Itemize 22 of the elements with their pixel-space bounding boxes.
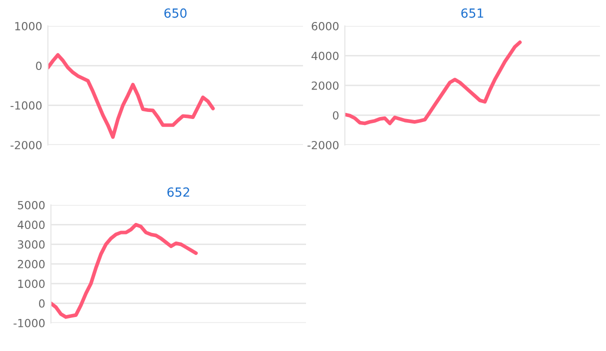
chart-title: 652 (167, 187, 190, 197)
line-series (344, 40, 522, 126)
y-tick-label: 1000 (18, 280, 45, 288)
y-tick-label: 4000 (312, 52, 339, 60)
line-series (48, 53, 215, 139)
y-tick-label: 4000 (18, 220, 45, 230)
y-tick-label: 3000 (18, 240, 45, 249)
y-tick-label: -2000 (10, 140, 42, 150)
y-tick-label: 1000 (15, 22, 42, 30)
y-tick-label: 6000 (312, 22, 339, 30)
chart-title: 651 (461, 8, 484, 18)
line-series (50, 222, 198, 319)
y-tick-label: 0 (39, 299, 45, 308)
y-tick-label: 0 (36, 62, 42, 70)
y-tick-label: 2000 (18, 260, 45, 268)
y-tick-label: -1000 (14, 318, 45, 328)
chart-title: 650 (164, 8, 187, 18)
y-tick-label: -1000 (10, 101, 42, 110)
y-tick-label: 0 (332, 111, 339, 120)
y-tick-label: 2000 (312, 81, 339, 90)
y-tick-label: -2000 (308, 140, 339, 150)
y-tick-label: 5000 (18, 200, 45, 210)
